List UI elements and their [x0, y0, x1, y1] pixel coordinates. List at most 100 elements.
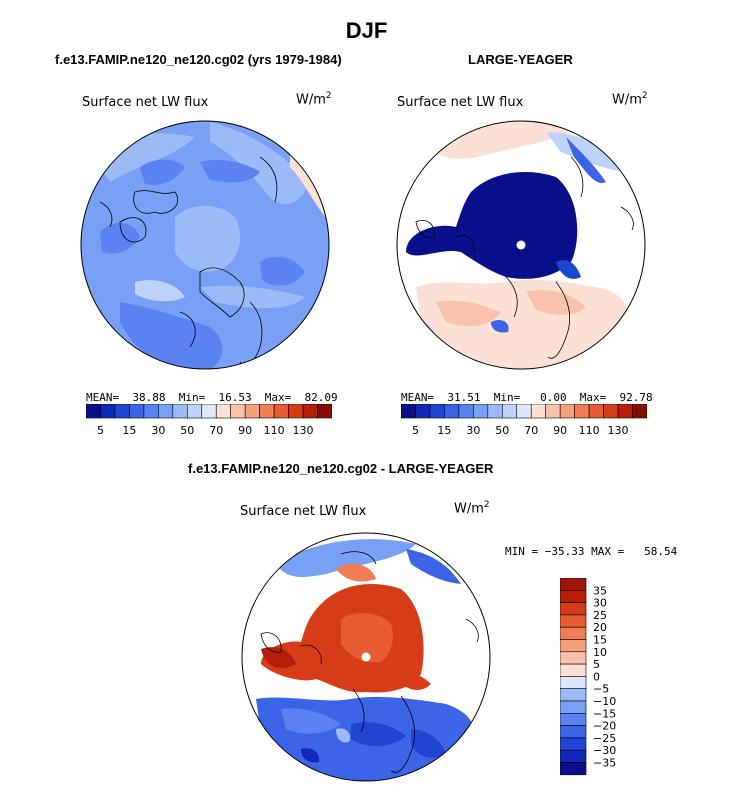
panel3-colorbar-label: −5 — [593, 683, 609, 696]
panel2-colorbar-box — [603, 404, 619, 419]
panel3-colorbar-label: −35 — [593, 757, 616, 770]
panel1-stats: MEAN= 38.88 Min= 16.53 Max= 82.09 — [86, 391, 338, 404]
panel2-colorbar-box — [401, 404, 416, 419]
panel1-colorbar-box — [143, 404, 159, 419]
panel3-colorbar-label: −25 — [593, 732, 616, 745]
panel3-colorbar-box — [560, 688, 587, 702]
panel3-colorbar-label: −15 — [593, 707, 616, 720]
panel1-colorbar-label: 5 — [97, 424, 104, 437]
panel1-colorbar-label: 110 — [264, 424, 285, 437]
panel2-colorbar-label: 30 — [466, 424, 480, 437]
panel3-colorbar-label: 15 — [593, 634, 607, 647]
panel3-title: f.e13.FAMIP.ne120_ne120.cg02 - LARGE-YEA… — [188, 461, 494, 476]
panel3-colorbar-box — [560, 578, 587, 591]
panel3-stats: MIN = −35.33 MAX = 58.54 — [505, 545, 678, 558]
panel1-colorbar-box — [230, 404, 246, 419]
panel1-colorbar-box — [244, 404, 260, 419]
panel1-colorbar-box — [158, 404, 174, 419]
panel2-colorbar-box — [501, 404, 518, 419]
panel3-colorbar-box — [560, 762, 587, 776]
panel2-colorbar-label: 5 — [412, 424, 419, 437]
panel2-colorbar-box — [429, 404, 445, 419]
panel3-colorbar-box — [560, 700, 587, 714]
panel3-colorbar-box — [560, 626, 587, 640]
panel2-colorbar-label: 50 — [495, 424, 509, 437]
panel1-colorbar-box — [201, 404, 217, 419]
panel3-map — [241, 532, 491, 782]
panel2-colorbar-box — [444, 404, 460, 419]
panel3-colorbar-box — [560, 713, 587, 726]
panel3-colorbar-label: 30 — [593, 597, 607, 610]
panel3-colorbar-box — [560, 590, 587, 603]
panel1-colorbar-box — [100, 404, 116, 419]
panel2-units: W/m2 — [612, 91, 648, 108]
panel1-colorbar-box — [317, 404, 332, 419]
panel2-colorbar-box — [473, 404, 489, 419]
panel3-units: W/m2 — [454, 500, 490, 517]
panel1-colorbar-box — [259, 404, 275, 419]
panel3-colorbar-box — [560, 749, 587, 763]
panel1-colorbar-label: 30 — [151, 424, 165, 437]
panel2-colorbar-label: 15 — [437, 424, 451, 437]
panel2-colorbar-label: 130 — [608, 424, 629, 437]
panel1-colorbar-box — [114, 404, 130, 419]
panel3-colorbar-label: 20 — [593, 621, 607, 634]
panel2-colorbar-box — [530, 404, 547, 419]
panel3-colorbar-box — [560, 614, 587, 628]
panel3-colorbar-label: 25 — [593, 609, 607, 622]
panel2-map — [396, 120, 646, 370]
panel3-colorbar-box — [560, 725, 587, 739]
panel1-colorbar-box — [215, 404, 232, 419]
panel2-title: LARGE-YEAGER — [468, 52, 573, 67]
panel1-colorbar-label: 90 — [238, 424, 252, 437]
figure-title: DJF — [345, 18, 388, 43]
panel3-colorbar-label: −10 — [593, 695, 616, 708]
panel2-colorbar-box — [487, 404, 503, 419]
panel1-colorbar-label: 70 — [209, 424, 223, 437]
panel1-colorbar-label: 15 — [122, 424, 136, 437]
panel1-colorbar-box — [172, 404, 188, 419]
panel1-colorbar-label: 50 — [180, 424, 194, 437]
panel2-colorbar-box — [588, 404, 604, 419]
panel3-colorbar-label: 10 — [593, 646, 607, 659]
panel1-colorbar-box — [273, 404, 289, 419]
panel1-colorbar-box — [86, 404, 101, 419]
panel3-colorbar-box — [560, 602, 587, 616]
panel2-colorbar-label: 90 — [553, 424, 567, 437]
panel2-colorbar-box — [415, 404, 431, 419]
panel3-colorbar-box — [560, 651, 587, 665]
panel1-colorbar-box — [186, 404, 203, 419]
panel2-subtitle: Surface net LW flux — [397, 95, 524, 110]
panel2-stats: MEAN= 31.51 Min= 0.00 Max= 92.78 — [401, 391, 653, 404]
panel3-colorbar-label: −20 — [593, 720, 616, 733]
panel2-colorbar-box — [632, 404, 647, 419]
panel1-title: f.e13.FAMIP.ne120_ne120.cg02 (yrs 1979-1… — [55, 52, 342, 67]
panel3-colorbar-label: 5 — [593, 658, 600, 671]
panel3-colorbar-label: 0 — [593, 670, 600, 683]
panel3-colorbar-box — [560, 663, 587, 677]
panel2-colorbar-label: 70 — [524, 424, 538, 437]
panel1-colorbar-label: 130 — [293, 424, 314, 437]
panel1-colorbar-box — [129, 404, 145, 419]
panel3-colorbar-label: 35 — [593, 584, 607, 597]
panel2-colorbar-box — [545, 404, 561, 419]
panel2-colorbar-label: 110 — [579, 424, 600, 437]
panel1-subtitle: Surface net LW flux — [82, 95, 209, 110]
panel3-colorbar-box — [560, 676, 587, 690]
panel2-colorbar-box — [617, 404, 633, 419]
panel3-colorbar-box — [560, 737, 587, 751]
panel2-colorbar-box — [458, 404, 474, 419]
panel2-colorbar-box — [559, 404, 575, 419]
panel1-colorbar: 5 15 30 50 70 90 110 130 — [86, 404, 332, 437]
panel3-subtitle: Surface net LW flux — [240, 504, 367, 519]
panel3-colorbar-box — [560, 639, 587, 653]
panel2-colorbar: 5 15 30 50 70 90 110 130 — [401, 404, 647, 437]
panel1-colorbar-box — [302, 404, 318, 419]
panel1-colorbar-box — [288, 404, 304, 419]
panel3-colorbar-label: −30 — [593, 744, 616, 757]
panel1-map — [80, 120, 330, 370]
panel1-units: W/m2 — [296, 91, 332, 108]
panel2-colorbar-box — [516, 404, 532, 419]
panel2-colorbar-box — [574, 404, 590, 419]
